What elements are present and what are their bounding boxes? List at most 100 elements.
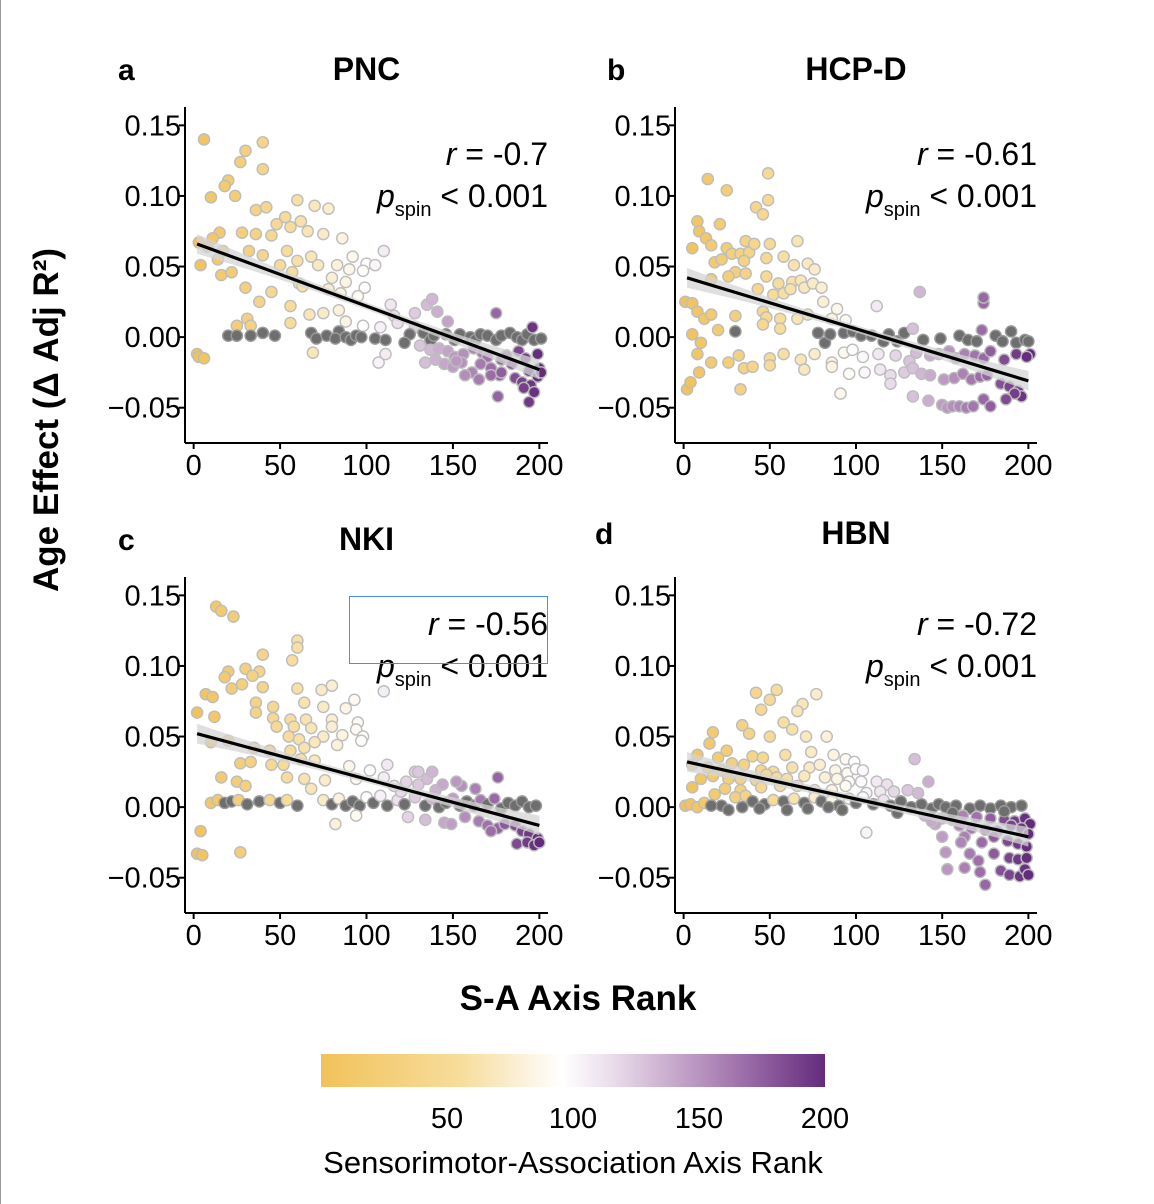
- data-point: [413, 339, 427, 352]
- data-point: [303, 308, 316, 321]
- x-tick-label: 50: [754, 920, 786, 952]
- data-point: [282, 730, 296, 743]
- data-point: [280, 771, 294, 784]
- data-point: [450, 775, 463, 789]
- data-point: [526, 320, 539, 334]
- data-point: [377, 244, 391, 258]
- data-point: [704, 239, 718, 252]
- data-point: [268, 329, 282, 343]
- x-tick-label: 100: [342, 920, 390, 952]
- data-point: [225, 265, 238, 279]
- data-point: [325, 271, 339, 285]
- scatter-points: [190, 133, 548, 409]
- y-tick-label: 0.05: [125, 722, 181, 754]
- data-point: [913, 285, 927, 299]
- y-tick-label: 0.10: [125, 181, 181, 213]
- stat-r: r = -0.72: [917, 606, 1037, 642]
- data-point: [937, 373, 951, 386]
- x-tick-label: 150: [918, 450, 966, 482]
- data-point: [304, 721, 318, 735]
- data-point: [310, 332, 323, 345]
- data-point: [316, 700, 330, 714]
- data-point: [704, 356, 718, 369]
- data-point: [339, 275, 353, 289]
- data-point: [787, 792, 801, 805]
- data-point: [304, 250, 318, 263]
- data-point: [284, 316, 297, 330]
- data-point: [346, 250, 359, 263]
- y-tick-label: 0.00: [615, 322, 671, 354]
- panel-grid: a PNC −0.05 0.00 0.05 0.10 0.15 0 50 100 150 200 r =…: [108, 51, 1053, 952]
- data-point: [308, 735, 321, 749]
- data-point: [253, 795, 266, 808]
- data-point: [999, 392, 1013, 406]
- data-point: [704, 799, 718, 813]
- data-point: [263, 793, 277, 807]
- panel-b: b HCP-D −0.05 0.00 0.05 0.10 0.15 0 50 100 150 200 r…: [598, 51, 1053, 482]
- data-point: [729, 309, 742, 323]
- data-point: [997, 353, 1011, 367]
- data-point: [975, 323, 989, 337]
- data-point: [761, 193, 775, 207]
- data-point: [856, 764, 870, 777]
- data-point: [384, 298, 398, 311]
- data-point: [811, 326, 825, 340]
- data-point: [214, 268, 228, 282]
- data-point: [425, 765, 439, 779]
- regression-line: [686, 276, 1029, 383]
- data-point: [884, 377, 897, 391]
- data-point: [906, 322, 920, 335]
- data-point: [1004, 325, 1018, 338]
- data-point: [780, 803, 794, 817]
- stat-p: pspin < 0.001: [865, 178, 1037, 221]
- x-tick-label: 200: [515, 920, 563, 952]
- y-tick-label: 0.15: [125, 110, 181, 142]
- data-point: [820, 730, 833, 743]
- data-point: [908, 752, 921, 766]
- data-point: [760, 270, 773, 283]
- data-point: [739, 267, 752, 280]
- data-point: [797, 363, 811, 376]
- x-tick-label: 100: [342, 450, 390, 482]
- data-point: [685, 781, 699, 794]
- x-tick-label: 0: [186, 450, 202, 482]
- data-point: [732, 349, 746, 362]
- data-point: [823, 327, 837, 341]
- data-point: [785, 761, 799, 774]
- data-point: [889, 349, 902, 362]
- data-point: [227, 610, 240, 623]
- data-point: [204, 191, 218, 204]
- data-point: [249, 203, 263, 217]
- stat-p: pspin < 0.001: [865, 648, 1037, 691]
- data-point: [825, 360, 839, 374]
- data-point: [374, 789, 387, 803]
- data-point: [234, 155, 247, 169]
- data-point: [939, 845, 952, 859]
- data-point: [770, 683, 784, 697]
- y-tick-label: 0.10: [615, 181, 671, 213]
- data-point: [265, 229, 278, 242]
- data-point: [834, 387, 847, 400]
- y-tick-label: 0.00: [125, 792, 181, 824]
- data-point: [214, 771, 228, 784]
- y-tick-label: 0.15: [615, 110, 671, 142]
- data-point: [1020, 350, 1033, 364]
- data-point: [372, 356, 385, 369]
- data-point: [265, 758, 278, 772]
- data-point: [218, 179, 232, 193]
- data-point: [379, 347, 392, 361]
- regression-line: [686, 760, 1029, 839]
- data-point: [431, 305, 444, 319]
- data-point: [444, 817, 458, 831]
- data-point: [691, 347, 704, 361]
- data-point: [1010, 347, 1023, 361]
- data-point: [923, 368, 937, 382]
- data-point: [791, 704, 804, 718]
- data-point: [491, 771, 505, 784]
- data-point: [315, 683, 328, 697]
- data-point: [984, 399, 997, 413]
- data-point: [425, 292, 439, 306]
- data-point: [533, 836, 546, 849]
- data-point: [854, 775, 868, 789]
- data-point: [815, 281, 828, 295]
